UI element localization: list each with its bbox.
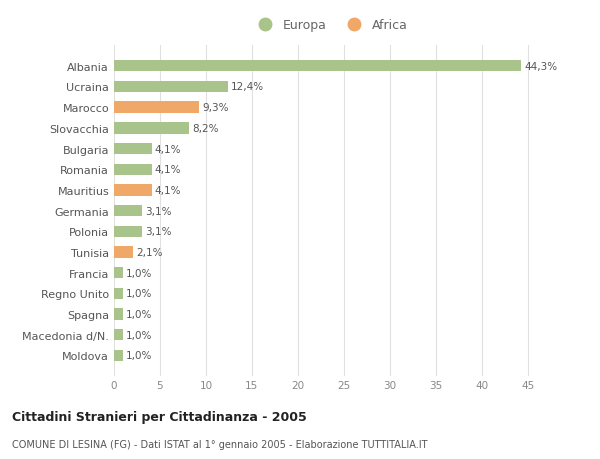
Bar	[114, 144, 152, 155]
Text: 4,1%: 4,1%	[154, 165, 181, 175]
Bar	[114, 123, 190, 134]
Bar	[114, 102, 199, 113]
Bar	[114, 350, 123, 361]
Text: 4,1%: 4,1%	[154, 185, 181, 196]
Text: 4,1%: 4,1%	[154, 144, 181, 154]
Bar	[114, 226, 142, 237]
Bar	[114, 288, 123, 299]
Text: 1,0%: 1,0%	[126, 330, 152, 340]
Text: 8,2%: 8,2%	[192, 123, 218, 134]
Text: 1,0%: 1,0%	[126, 351, 152, 361]
Bar	[114, 164, 152, 175]
Text: 3,1%: 3,1%	[145, 206, 172, 216]
Bar	[114, 82, 228, 93]
Legend: Europa, Africa: Europa, Africa	[253, 19, 407, 32]
Text: 1,0%: 1,0%	[126, 289, 152, 299]
Text: 44,3%: 44,3%	[524, 62, 557, 72]
Bar	[114, 309, 123, 320]
Text: 1,0%: 1,0%	[126, 268, 152, 278]
Bar	[114, 206, 142, 217]
Text: COMUNE DI LESINA (FG) - Dati ISTAT al 1° gennaio 2005 - Elaborazione TUTTITALIA.: COMUNE DI LESINA (FG) - Dati ISTAT al 1°…	[12, 440, 427, 449]
Bar	[114, 330, 123, 341]
Text: 2,1%: 2,1%	[136, 247, 163, 257]
Text: 3,1%: 3,1%	[145, 227, 172, 237]
Text: 9,3%: 9,3%	[202, 103, 229, 113]
Bar	[114, 268, 123, 279]
Bar	[114, 61, 521, 72]
Bar	[114, 185, 152, 196]
Text: Cittadini Stranieri per Cittadinanza - 2005: Cittadini Stranieri per Cittadinanza - 2…	[12, 410, 307, 423]
Text: 12,4%: 12,4%	[231, 82, 264, 92]
Text: 1,0%: 1,0%	[126, 309, 152, 319]
Bar	[114, 247, 133, 258]
